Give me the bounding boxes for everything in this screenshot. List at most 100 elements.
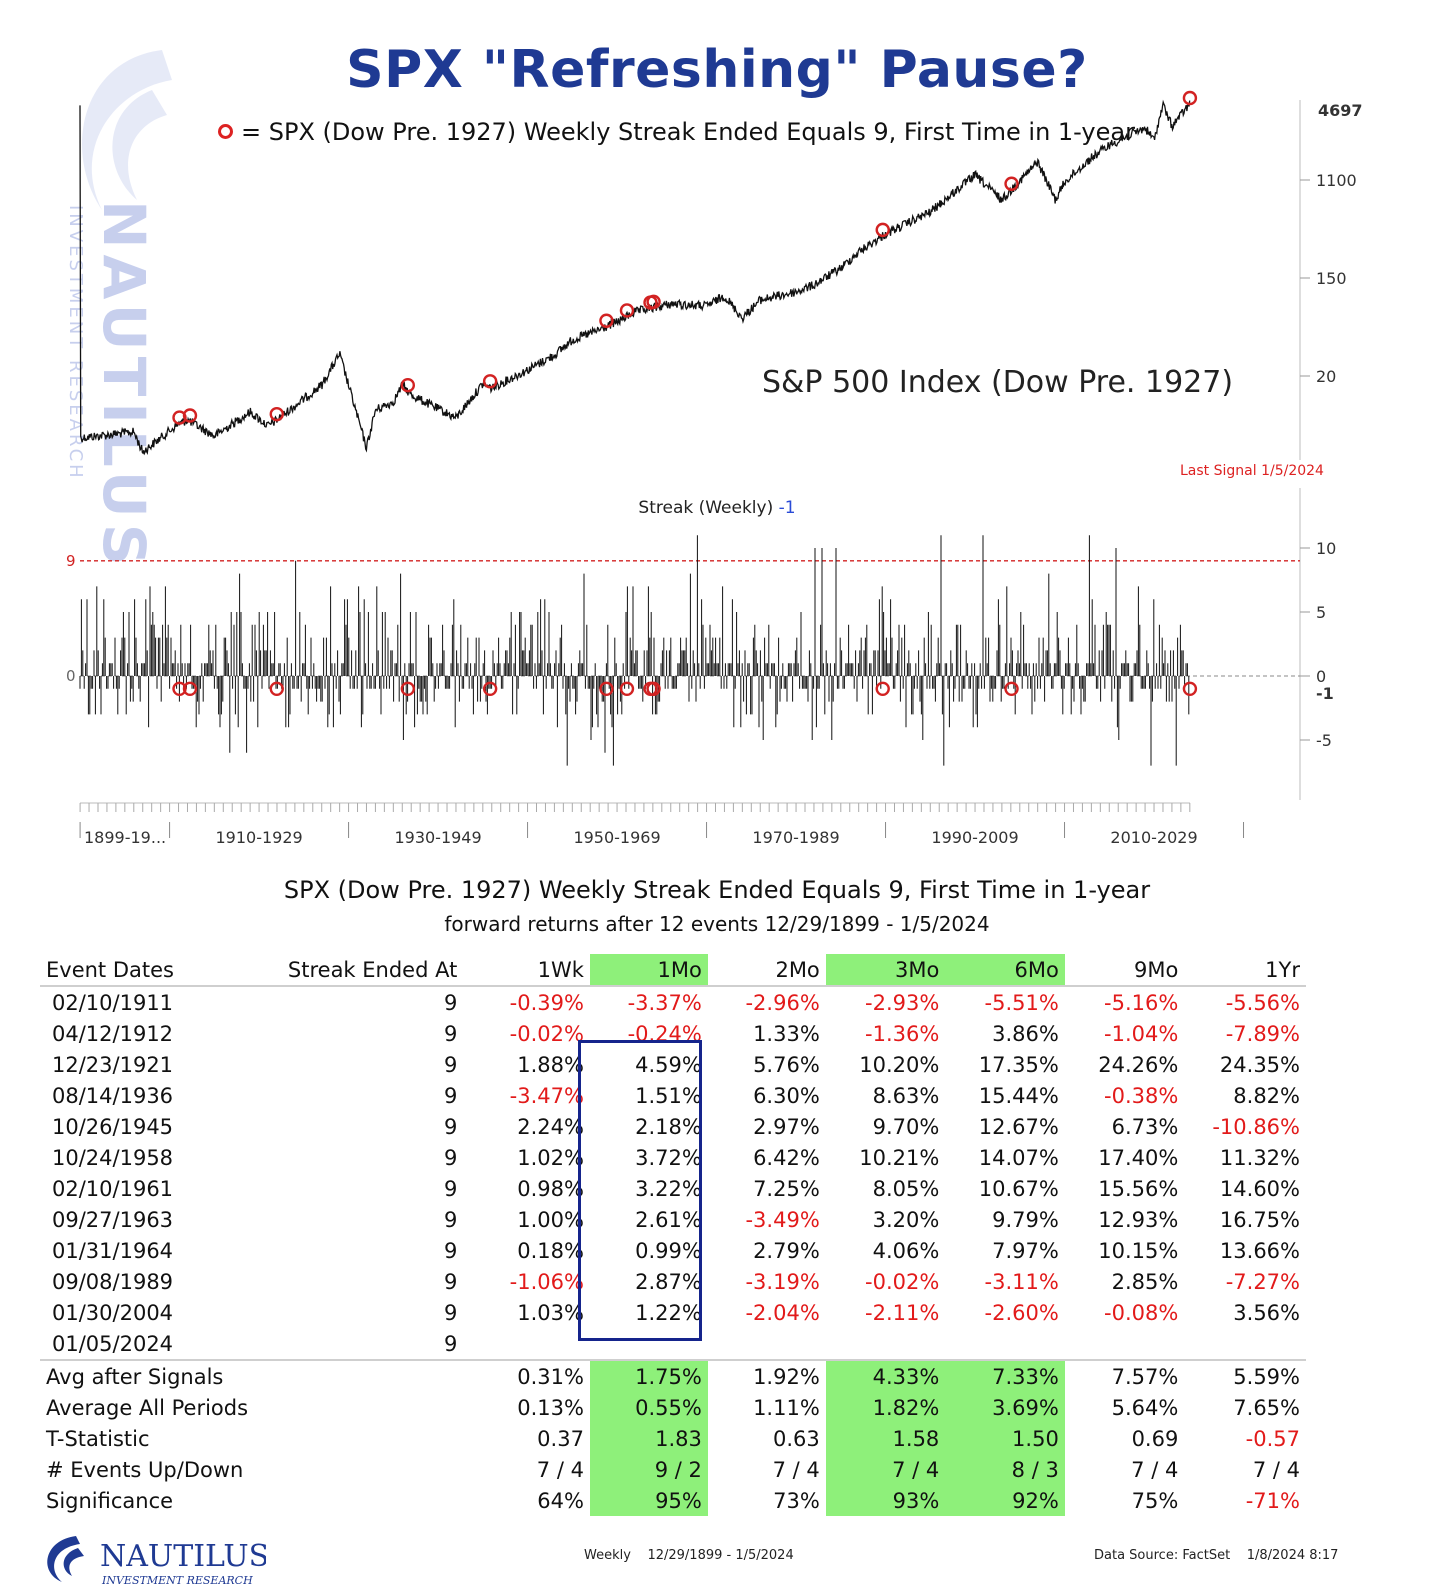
table-cell: -2.93%: [865, 990, 940, 1015]
table-cell: 9.70%: [872, 1114, 940, 1139]
table-cell: -7.27%: [1225, 1269, 1300, 1294]
table-cell: 1.75%: [589, 1359, 708, 1392]
table-cell: 24.35%: [1219, 1052, 1300, 1077]
threshold-label: 9: [66, 552, 76, 570]
x-axis-label: 1910-1929: [215, 828, 302, 847]
footer-source-text: Data Source: FactSet: [1094, 1548, 1231, 1563]
table-cell: 8.05%: [872, 1176, 940, 1201]
table-cell: 3.69%: [945, 1392, 1065, 1423]
table-cell: 0.63: [773, 1426, 820, 1451]
event-date: 01/31/1964: [52, 1238, 174, 1263]
table-cell: [463, 1328, 590, 1360]
table-cell: 9: [443, 1052, 458, 1077]
event-date: 01/05/2024: [52, 1331, 174, 1356]
table-cell: [1065, 1328, 1185, 1360]
event-date: 09/08/1989: [52, 1269, 174, 1294]
table-cell: 11.32%: [1219, 1145, 1300, 1170]
summary-label: # Events Up/Down: [46, 1457, 244, 1482]
table-cell: 15.44%: [978, 1083, 1059, 1108]
price-line: [79, 99, 1191, 456]
table-cell: -10.86%: [1212, 1114, 1300, 1139]
table-cell: 1.82%: [825, 1392, 946, 1423]
table-cell: 1.92%: [707, 1359, 826, 1392]
table-cell: 6.30%: [753, 1083, 820, 1108]
table-cell: -0.57: [1245, 1426, 1300, 1451]
price-axis: 1100 150 20 4697: [1299, 100, 1363, 460]
table-cell: 10.67%: [978, 1176, 1059, 1201]
table-subtitle: forward returns after 12 events 12/29/18…: [444, 912, 990, 936]
table-cell: 0.37: [537, 1426, 584, 1451]
table-cell: -5.51%: [984, 990, 1059, 1015]
table-cell: 9.79%: [992, 1207, 1059, 1232]
table-cell: 10.20%: [859, 1052, 940, 1077]
table-row: 02/10/1961 9 0.98% 3.22% 7.25% 8.05% 10.67% 15.…: [40, 1173, 1306, 1204]
event-date: 02/10/1961: [52, 1176, 174, 1201]
x-axis-label: 2010-2029: [1110, 828, 1197, 847]
streak-last-value-label: -1: [1316, 684, 1334, 703]
streak-y-tick-label: 0: [1316, 667, 1326, 686]
column-header: 1Wk: [463, 954, 590, 987]
table-cell: -1.36%: [865, 1021, 940, 1046]
table-cell: 8.82%: [1233, 1083, 1300, 1108]
table-row: 10/24/1958 9 1.02% 3.72% 6.42% 10.21% 14.07% 17…: [40, 1142, 1306, 1173]
table-cell: 7 / 4: [536, 1457, 584, 1482]
table-cell: 3.20%: [872, 1207, 940, 1232]
price-signal-marker: [646, 294, 661, 310]
price-signal-marker: [1182, 90, 1198, 106]
table-cell: 0.31%: [463, 1359, 590, 1392]
price-signal-marker: [619, 303, 635, 318]
event-date: 04/12/1912: [52, 1021, 174, 1046]
streak-signal-marker: [182, 681, 198, 696]
table-cell: -1.06%: [509, 1269, 584, 1294]
table-cell: -2.04%: [745, 1300, 820, 1325]
summary-row: T-Statistic 0.37 1.83 0.63 1.58 1.50 0.69 -0.57: [40, 1423, 1306, 1454]
watermark-name: NAUTILUS: [90, 200, 158, 572]
price-signal-marker: [1004, 176, 1019, 191]
table-cell: -0.02%: [865, 1269, 940, 1294]
table-cell: 7 / 4: [1131, 1457, 1179, 1482]
table-cell: 2.18%: [635, 1114, 702, 1139]
page-title: SPX "Refreshing" Pause?: [346, 40, 1088, 100]
table-cell: [945, 1328, 1065, 1360]
table-cell: 93%: [825, 1485, 946, 1516]
legend-text: = SPX (Dow Pre. 1927) Weekly Streak Ende…: [241, 118, 1135, 146]
table-cell: 2.24%: [517, 1114, 584, 1139]
event-date: 12/23/1921: [52, 1052, 174, 1077]
table-cell: 14.07%: [978, 1145, 1059, 1170]
charts-area: 1100 150 20 4697 9 0 10 5 0 -5 -1 1899-19... 1910-…: [66, 90, 1363, 847]
x-axis-label: 1990-2009: [931, 828, 1018, 847]
price-y-tick-label: 20: [1316, 367, 1336, 386]
table-cell: 14.60%: [1219, 1176, 1300, 1201]
table-row: 01/30/2004 9 1.03% 1.22% -2.04% -2.11% -2.60% -…: [40, 1297, 1306, 1328]
streak-signals: [172, 681, 1198, 696]
table-cell: 9: [443, 990, 458, 1015]
table-cell: 10.21%: [859, 1145, 940, 1170]
price-signal-marker: [182, 408, 198, 423]
table-cell: 7 / 4: [772, 1457, 820, 1482]
table-cell: 24.26%: [1098, 1052, 1179, 1077]
price-last-value-label: 4697: [1318, 101, 1363, 120]
table-row: 12/23/1921 9 1.88% 4.59% 5.76% 10.20% 17.35% 24…: [40, 1049, 1306, 1080]
column-header: Event Dates: [40, 954, 260, 987]
summary-row: Significance 64% 95% 73% 93% 92% 75% -71%: [40, 1485, 1306, 1516]
table-cell: -2.60%: [984, 1300, 1059, 1325]
table-cell: 1.50: [945, 1423, 1065, 1454]
table-cell: -3.49%: [745, 1207, 820, 1232]
table-cell: 92%: [945, 1485, 1065, 1516]
table-cell: 0.99%: [635, 1238, 702, 1263]
summary-label: Average All Periods: [46, 1395, 249, 1420]
streak-signal-marker: [269, 681, 284, 696]
table-cell: 1.00%: [517, 1207, 584, 1232]
event-date: 02/10/1911: [52, 990, 174, 1015]
price-y-tick-label: 1100: [1316, 171, 1357, 190]
column-header: Streak Ended At: [259, 954, 464, 987]
x-axis-label: 1950-1969: [573, 828, 660, 847]
table-cell: 95%: [589, 1485, 708, 1516]
table-row: 01/31/1964 9 0.18% 0.99% 2.79% 4.06% 7.97% 10.1…: [40, 1235, 1306, 1266]
table-cell: 0.69: [1131, 1426, 1179, 1451]
logo-subtitle: INVESTMENT RESEARCH: [101, 1574, 253, 1587]
table-cell: 9: [443, 1331, 458, 1356]
logo-swirl-inner-icon: [63, 1548, 84, 1576]
table-cell: 9: [443, 1021, 458, 1046]
